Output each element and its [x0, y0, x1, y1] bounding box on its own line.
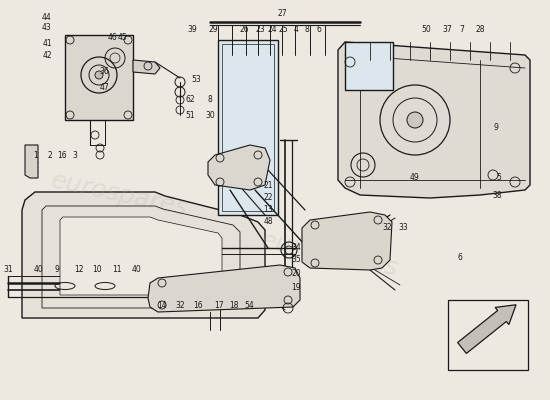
Text: 17: 17	[214, 300, 224, 310]
Text: eurospares: eurospares	[259, 229, 401, 281]
Text: 14: 14	[157, 300, 167, 310]
Text: 18: 18	[229, 300, 239, 310]
Text: 49: 49	[410, 174, 420, 182]
Text: 35: 35	[291, 256, 301, 264]
Text: 16: 16	[57, 150, 67, 160]
Polygon shape	[133, 60, 160, 74]
Text: 34: 34	[291, 242, 301, 252]
Text: 3: 3	[73, 150, 78, 160]
Text: 6: 6	[458, 254, 463, 262]
Text: 29: 29	[208, 26, 218, 34]
Text: 46: 46	[108, 34, 118, 42]
Text: 25: 25	[278, 26, 288, 34]
Text: 12: 12	[74, 266, 84, 274]
Text: 4: 4	[294, 26, 299, 34]
Bar	[448, 300, 528, 370]
Text: 27: 27	[277, 8, 287, 18]
Text: 32: 32	[175, 300, 185, 310]
Text: 41: 41	[42, 38, 52, 48]
Text: 40: 40	[132, 266, 142, 274]
Text: eurospares: eurospares	[49, 169, 191, 221]
Text: 9: 9	[54, 266, 59, 274]
Polygon shape	[60, 217, 222, 295]
Text: 1: 1	[34, 150, 38, 160]
Text: 40: 40	[33, 266, 43, 274]
Text: 24: 24	[267, 26, 277, 34]
Circle shape	[95, 71, 103, 79]
Text: 6: 6	[317, 26, 321, 34]
Text: 47: 47	[99, 82, 109, 92]
Text: 44: 44	[42, 14, 52, 22]
FancyArrow shape	[458, 305, 516, 354]
Bar	[345, 42, 393, 90]
Text: 30: 30	[205, 110, 215, 120]
Text: 7: 7	[460, 26, 464, 34]
Text: 32: 32	[382, 224, 392, 232]
Text: 13: 13	[263, 206, 273, 214]
Bar	[218, 40, 278, 215]
Polygon shape	[148, 265, 300, 312]
Text: 43: 43	[42, 24, 52, 32]
Text: 9: 9	[493, 124, 498, 132]
Text: 48: 48	[263, 218, 273, 226]
Polygon shape	[338, 42, 530, 198]
Text: 19: 19	[291, 284, 301, 292]
Circle shape	[407, 112, 423, 128]
Text: 38: 38	[492, 190, 502, 200]
Text: 23: 23	[255, 26, 265, 34]
Text: 2: 2	[48, 150, 52, 160]
Text: 26: 26	[239, 26, 249, 34]
Bar	[65, 35, 133, 120]
Text: 37: 37	[442, 26, 452, 34]
Text: 20: 20	[291, 268, 301, 278]
Text: 50: 50	[421, 26, 431, 34]
Text: 36: 36	[99, 68, 109, 76]
Bar	[222, 44, 274, 211]
Text: 10: 10	[92, 266, 102, 274]
Polygon shape	[302, 212, 392, 270]
Text: 8: 8	[208, 96, 212, 104]
Text: 54: 54	[244, 300, 254, 310]
Text: 11: 11	[112, 266, 122, 274]
Text: 22: 22	[263, 194, 273, 202]
Text: 28: 28	[475, 26, 485, 34]
Text: 8: 8	[305, 26, 309, 34]
Text: 16: 16	[193, 300, 203, 310]
Text: 53: 53	[191, 76, 201, 84]
Polygon shape	[22, 192, 265, 318]
Text: 21: 21	[263, 180, 273, 190]
Text: 39: 39	[187, 26, 197, 34]
Text: 62: 62	[185, 96, 195, 104]
Text: 42: 42	[42, 50, 52, 60]
Text: 31: 31	[3, 266, 13, 274]
Text: 33: 33	[398, 224, 408, 232]
Polygon shape	[25, 145, 38, 178]
Polygon shape	[208, 145, 270, 190]
Text: 45: 45	[117, 34, 127, 42]
Text: 5: 5	[497, 174, 502, 182]
Text: 51: 51	[185, 110, 195, 120]
